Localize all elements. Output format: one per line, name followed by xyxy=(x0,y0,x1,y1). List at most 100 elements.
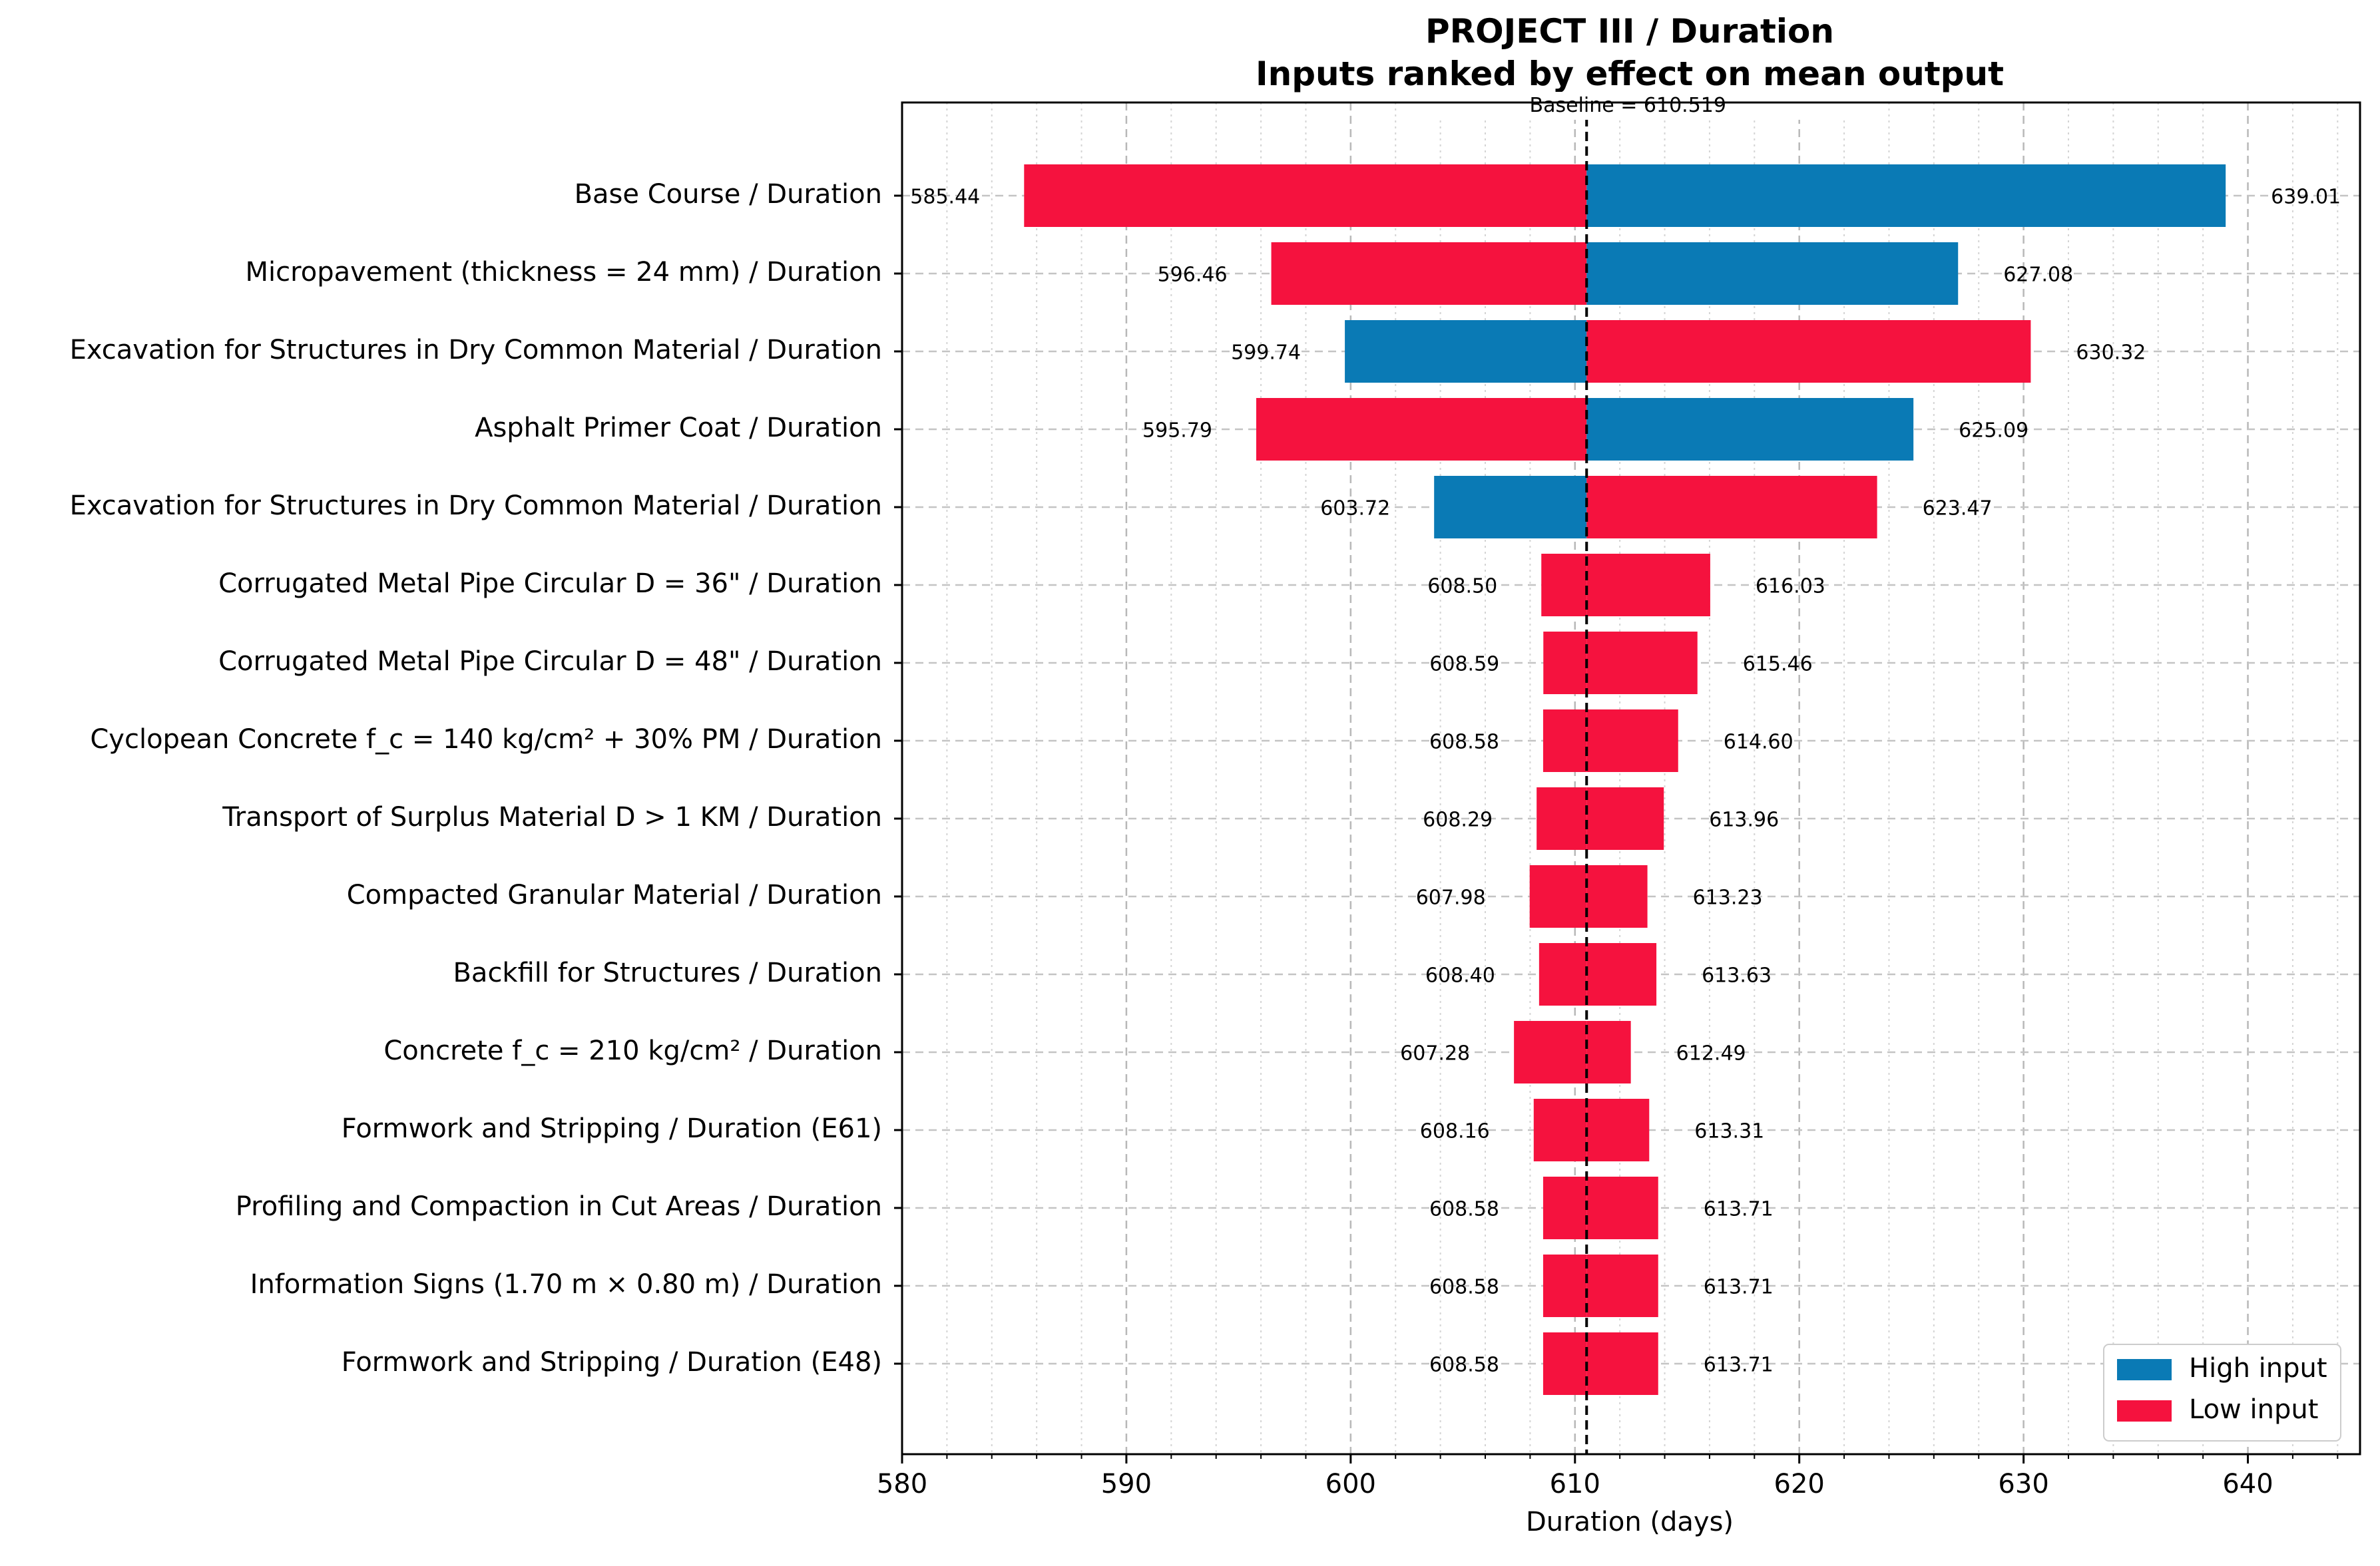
category-label: Profiling and Compaction in Cut Areas / … xyxy=(236,1191,882,1222)
bar-right-segment xyxy=(1586,398,1914,461)
low-value-label: 603.72 xyxy=(1320,497,1390,520)
bar-left-segment xyxy=(1543,632,1587,694)
bar-left-segment xyxy=(1256,398,1587,461)
legend: High input Low input xyxy=(2103,1344,2341,1442)
bar-left-segment xyxy=(1529,865,1587,928)
low-value-label: 596.46 xyxy=(1158,264,1228,287)
chart-title-line-1: PROJECT III / Duration xyxy=(1425,12,1834,51)
x-tick-label: 600 xyxy=(1325,1469,1376,1499)
high-value-label: 616.03 xyxy=(1756,575,1825,598)
low-value-label: 608.58 xyxy=(1429,731,1499,754)
high-value-label: 612.49 xyxy=(1676,1042,1746,1066)
x-tick-label: 590 xyxy=(1101,1469,1152,1499)
bar-left-segment xyxy=(1543,1332,1587,1395)
high-value-label: 613.31 xyxy=(1694,1120,1764,1143)
low-value-label: 608.40 xyxy=(1425,964,1495,988)
low-value-label: 595.79 xyxy=(1142,419,1212,443)
bar-right-segment xyxy=(1586,1255,1658,1317)
high-value-label: 615.46 xyxy=(1743,653,1813,676)
high-value-label: 613.63 xyxy=(1702,964,1772,988)
high-value-label: 613.96 xyxy=(1709,809,1779,832)
bar-right-segment xyxy=(1586,320,2031,383)
category-label: Transport of Surplus Material D > 1 KM /… xyxy=(222,802,882,833)
bar-left-segment xyxy=(1543,1255,1587,1317)
category-label: Cyclopean Concrete f_c = 140 kg/cm² + 30… xyxy=(90,724,882,755)
low-value-label: 585.44 xyxy=(910,186,980,209)
plot-frame xyxy=(901,101,2361,1456)
bar-left-segment xyxy=(1514,1021,1587,1083)
high-value-label: 627.08 xyxy=(2003,264,2073,287)
category-label: Micropavement (thickness = 24 mm) / Dura… xyxy=(246,257,882,288)
bar-right-segment xyxy=(1586,787,1664,850)
low-value-label: 608.58 xyxy=(1429,1354,1499,1377)
x-tick-label: 640 xyxy=(2222,1469,2273,1499)
x-tick-label: 620 xyxy=(1774,1469,1825,1499)
baseline-label-background xyxy=(1408,92,1848,120)
bar-right-segment xyxy=(1586,1177,1658,1239)
low-value-label: 608.58 xyxy=(1429,1198,1499,1221)
high-value-label: 625.09 xyxy=(1959,419,2028,443)
x-axis-label: Duration (days) xyxy=(1526,1507,1734,1537)
low-value-label: 608.29 xyxy=(1423,809,1493,832)
category-label: Base Course / Duration xyxy=(575,179,882,210)
low-value-label: 607.98 xyxy=(1416,886,1486,910)
bar-right-segment xyxy=(1586,1099,1650,1161)
category-label: Excavation for Structures in Dry Common … xyxy=(70,490,882,521)
bar-right-segment xyxy=(1586,242,1959,305)
low-value-label: 608.58 xyxy=(1429,1276,1499,1299)
chart-title-line-2: Inputs ranked by effect on mean output xyxy=(1256,55,2004,93)
bar-right-segment xyxy=(1586,476,1877,538)
category-label: Compacted Granular Material / Duration xyxy=(347,880,882,910)
category-label: Backfill for Structures / Duration xyxy=(453,958,882,988)
x-axis: 580 590 600 610 620 630 640 xyxy=(877,1454,2339,1499)
legend-swatch xyxy=(2117,1359,2172,1380)
bar-right-segment xyxy=(1586,709,1678,772)
x-tick-label: 580 xyxy=(877,1469,927,1499)
bar-right-segment xyxy=(1586,943,1657,1006)
bar-left-segment xyxy=(1345,320,1587,383)
category-label: Concrete f_c = 210 kg/cm² / Duration xyxy=(383,1036,882,1066)
low-value-label: 608.16 xyxy=(1420,1120,1490,1143)
high-value-label: 613.71 xyxy=(1704,1198,1774,1221)
y-tick-labels-group: Base Course / Duration Micropavement (thi… xyxy=(70,179,902,1378)
bar-left-segment xyxy=(1541,554,1587,616)
high-value-label: 623.47 xyxy=(1923,497,1993,520)
legend-label: High input xyxy=(2189,1353,2327,1384)
high-value-label: 630.32 xyxy=(2076,341,2146,365)
bar-right-segment xyxy=(1586,164,2226,227)
low-value-label: 607.28 xyxy=(1400,1042,1470,1066)
high-value-label: 639.01 xyxy=(2271,186,2341,209)
high-value-label: 613.71 xyxy=(1704,1276,1774,1299)
bar-right-segment xyxy=(1586,1332,1658,1395)
bar-left-segment xyxy=(1271,242,1587,305)
category-label: Information Signs (1.70 m × 0.80 m) / Du… xyxy=(250,1269,882,1300)
bar-left-segment xyxy=(1539,943,1587,1006)
high-value-label: 614.60 xyxy=(1724,731,1793,754)
bar-left-segment xyxy=(1024,164,1587,227)
baseline-label: Baseline = 610.519 xyxy=(1530,94,1726,117)
high-value-label: 613.71 xyxy=(1704,1354,1774,1377)
legend-label: Low input xyxy=(2189,1394,2318,1425)
x-tick-label: 630 xyxy=(1998,1469,2048,1499)
category-label: Corrugated Metal Pipe Circular D = 48" /… xyxy=(218,646,882,677)
bars-group xyxy=(1024,164,2226,1395)
high-value-label: 613.23 xyxy=(1693,886,1763,910)
bar-left-segment xyxy=(1434,476,1587,538)
bar-right-segment xyxy=(1586,632,1698,694)
category-label: Formwork and Stripping / Duration (E61) xyxy=(342,1113,882,1144)
x-tick-label: 610 xyxy=(1550,1469,1600,1499)
bar-left-segment xyxy=(1537,787,1587,850)
low-value-label: 599.74 xyxy=(1231,341,1301,365)
low-value-label: 608.59 xyxy=(1429,653,1499,676)
bar-left-segment xyxy=(1533,1099,1587,1161)
legend-swatch xyxy=(2117,1400,2172,1422)
bar-left-segment xyxy=(1543,1177,1587,1239)
grid-lines xyxy=(902,102,2360,1454)
category-label: Asphalt Primer Coat / Duration xyxy=(475,413,882,443)
bar-right-segment xyxy=(1586,554,1710,616)
bar-right-segment xyxy=(1586,1021,1631,1083)
category-label: Formwork and Stripping / Duration (E48) xyxy=(342,1347,882,1378)
category-label: Corrugated Metal Pipe Circular D = 36" /… xyxy=(218,568,882,599)
category-label: Excavation for Structures in Dry Common … xyxy=(70,335,882,365)
